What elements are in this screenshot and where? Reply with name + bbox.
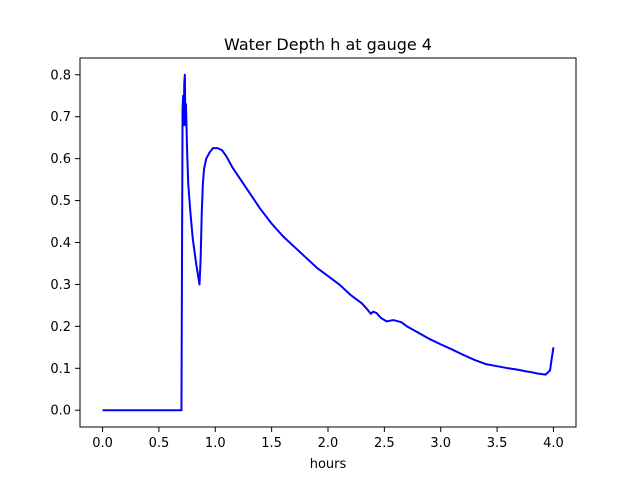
x-tick-label: 2.5 [374,436,395,451]
x-tick-label: 1.0 [205,436,226,451]
y-tick-label: 0.4 [50,236,71,251]
x-tick-label: 1.5 [261,436,282,451]
x-axis-label: hours [310,457,347,472]
x-tick-label: 3.5 [487,436,508,451]
x-axis-ticks: 0.0 0.5 1.0 1.5 2.0 2.5 3.0 3.5 4.0 [92,427,564,451]
plot-area [102,73,555,412]
series-line-0 [102,73,555,412]
x-tick-label: 2.0 [318,436,339,451]
x-tick-label: 0.5 [149,436,170,451]
y-tick-label: 0.7 [50,110,71,125]
y-tick-label: 0.6 [50,152,71,167]
y-tick-label: 0.2 [50,320,71,335]
y-axis-ticks: 0.0 0.1 0.2 0.3 0.4 0.5 0.6 0.7 0.8 [50,68,80,419]
x-tick-label: 4.0 [543,436,564,451]
y-tick-label: 0.5 [50,194,71,209]
y-tick-label: 0.1 [50,362,71,377]
y-tick-label: 0.8 [50,68,71,83]
y-tick-label: 0.0 [50,404,71,419]
y-tick-label: 0.3 [50,278,71,293]
axes-frame [79,57,577,428]
x-tick-label: 3.0 [430,436,451,451]
x-tick-label: 0.0 [92,436,113,451]
chart-title: Water Depth h at gauge 4 [224,35,432,54]
